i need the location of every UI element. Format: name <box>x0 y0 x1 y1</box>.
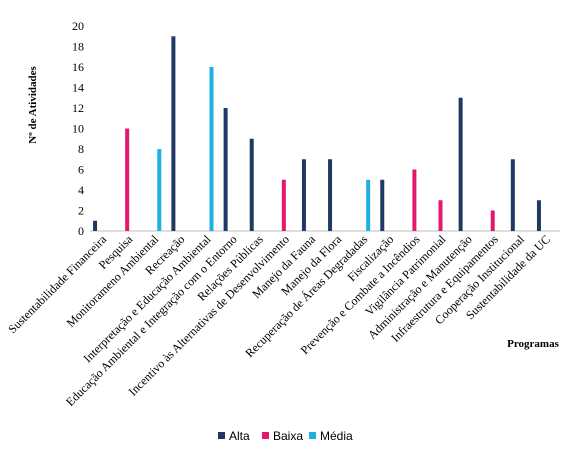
y-axis-title: Nº de Atividades <box>27 65 39 143</box>
legend-swatch-média <box>309 432 316 439</box>
y-tick-label: 18 <box>72 40 84 54</box>
y-tick-label: 4 <box>78 183 84 197</box>
y-tick-label: 0 <box>78 224 84 238</box>
bar-baixa <box>125 128 130 231</box>
y-tick-label: 16 <box>72 60 84 74</box>
bar-média <box>366 179 371 231</box>
bar-alta <box>171 36 176 231</box>
bar-baixa <box>438 200 443 231</box>
bar-alta <box>93 220 98 231</box>
bar-baixa <box>490 210 495 231</box>
y-tick-label: 20 <box>72 19 84 33</box>
legend-swatch-alta <box>218 432 225 439</box>
y-tick-label: 2 <box>78 204 84 218</box>
bar-alta <box>249 138 254 231</box>
bar-alta <box>510 159 515 231</box>
bar-alta <box>536 200 541 231</box>
y-tick-label: 14 <box>72 81 84 95</box>
bar-alta <box>301 159 306 231</box>
legend-label-média: Média <box>320 429 353 443</box>
bar-alta <box>458 97 463 231</box>
y-tick-label: 6 <box>78 163 84 177</box>
x-axis-ticks: Sustentabilidade FinanceiraPesquisaMonit… <box>5 232 553 409</box>
y-tick-label: 12 <box>72 101 84 115</box>
y-tick-label: 8 <box>78 142 84 156</box>
legend: Alta Baixa Média <box>218 429 353 443</box>
y-axis-ticks: 0 2 4 6 8 10 12 14 16 18 20 <box>72 19 84 238</box>
bar-alta <box>223 108 228 231</box>
x-axis-title: Programas <box>507 338 559 350</box>
y-tick-label: 10 <box>72 122 84 136</box>
bars <box>93 36 541 231</box>
bar-alta <box>328 159 333 231</box>
x-tick-label: Sustentabilidade Financeira <box>5 232 109 336</box>
legend-label-alta: Alta <box>229 429 250 443</box>
bar-média <box>157 149 162 231</box>
legend-label-baixa: Baixa <box>273 429 303 443</box>
bar-média <box>209 67 214 231</box>
legend-swatch-baixa <box>262 432 269 439</box>
bar-baixa <box>281 179 286 231</box>
bar-alta <box>380 179 385 231</box>
bar-baixa <box>412 169 417 231</box>
